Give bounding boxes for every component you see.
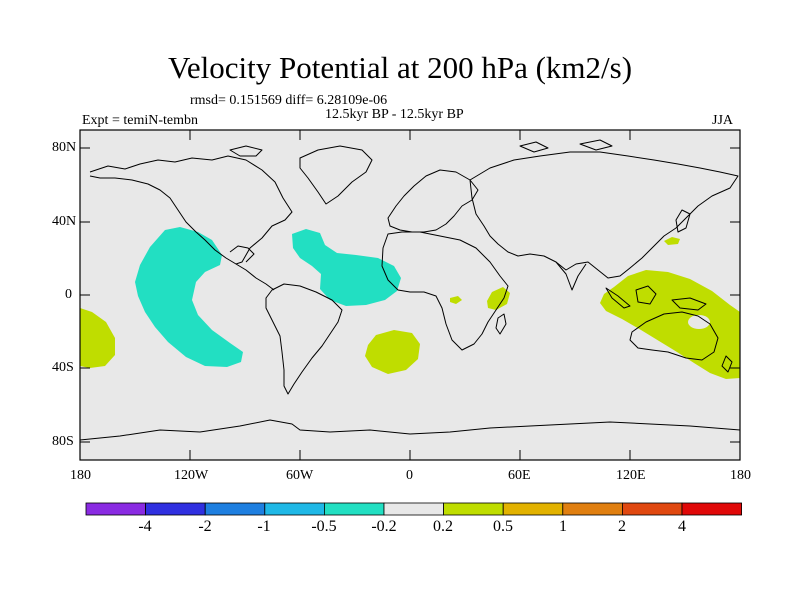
- colorbar-label-1: 1: [559, 518, 567, 535]
- lon-label-120e: 120E: [616, 468, 646, 483]
- region-atlantic: [292, 229, 401, 306]
- colorbar-box-9: [622, 502, 683, 516]
- colorbar-box-1: [145, 502, 206, 516]
- experiment-label: Expt = temiN-tembn: [82, 113, 198, 128]
- coast-japan: [675, 209, 691, 233]
- region-south-atlantic: [365, 330, 420, 374]
- lat-label-80n: 80N: [52, 140, 77, 155]
- coast-africa: [381, 231, 509, 351]
- colorbar-box-4: [323, 502, 385, 516]
- region-west-pacific-blob: [664, 237, 680, 245]
- map-title: Velocity Potential at 200 hPa (km2/s): [167, 50, 633, 85]
- region-east-africa: [487, 287, 510, 310]
- colorbar-label-2: 2: [618, 518, 626, 535]
- colorbar-label-05: 0.5: [493, 518, 513, 535]
- coast-sumatra: [605, 287, 631, 309]
- colorbar-box-2: [204, 502, 266, 516]
- coast-new-zealand: [721, 355, 733, 373]
- coast-north-america: [89, 155, 293, 265]
- lon-label-180w: 180: [70, 468, 91, 483]
- coast-australia: [629, 311, 719, 361]
- coast-india: [555, 261, 587, 291]
- colorbar-box-7: [502, 502, 564, 516]
- region-west-africa-blob: [450, 296, 462, 304]
- coast-greenland: [299, 145, 373, 205]
- colorbar-box-6: [443, 502, 504, 516]
- colorbar-label-neg2: -2: [198, 518, 212, 535]
- colorbar-label-02: 0.2: [433, 518, 453, 535]
- colorbar-label-neg1: -1: [257, 518, 271, 535]
- region-dateline-pacific: [80, 308, 115, 368]
- colorbar-box-8: [562, 502, 623, 516]
- colorbar: [85, 502, 742, 516]
- coast-borneo: [635, 285, 657, 305]
- lat-label-40n: 40N: [52, 214, 77, 229]
- colorbar-box-5: [383, 502, 444, 516]
- coast-gulf: [229, 245, 255, 263]
- colorbar-label-neg4: -4: [138, 518, 152, 535]
- lon-ticks: [79, 130, 741, 460]
- period-label: 12.5kyr BP - 12.5kyr BP: [325, 107, 464, 122]
- lat-label-40s: 40S: [52, 360, 74, 375]
- coast-asia: [469, 151, 739, 279]
- stats-text: rmsd= 0.151569 diff= 6.28109e-06: [190, 93, 388, 108]
- lon-label-180e: 180: [730, 468, 751, 483]
- colorbar-label-4: 4: [678, 518, 686, 535]
- lat-label-80s: 80S: [52, 434, 74, 449]
- lon-label-120w: 120W: [174, 468, 209, 483]
- season-label: JJA: [712, 113, 734, 128]
- colorbar-label-neg02: -0.2: [371, 518, 397, 535]
- lat-label-0: 0: [65, 287, 72, 302]
- positive-anomaly-regions: [80, 237, 740, 379]
- colorbar-box-10: [681, 502, 742, 516]
- coast-new-guinea: [671, 297, 707, 311]
- colorbar-label-neg05: -0.5: [311, 518, 337, 535]
- negative-anomaly-regions: [135, 227, 401, 367]
- colorbar-box-3: [264, 502, 325, 516]
- lat-ticks: [80, 147, 740, 443]
- region-east-pacific: [135, 227, 243, 367]
- coast-south-america: [265, 283, 343, 395]
- coast-arctic-islands: [229, 139, 613, 157]
- colorbar-box-0: [85, 502, 146, 516]
- lon-label-0: 0: [406, 468, 413, 483]
- coast-central-america: [235, 263, 275, 291]
- coastlines: [79, 139, 741, 441]
- coast-madagascar: [495, 313, 507, 335]
- region-maritime-australia: [600, 270, 740, 379]
- coast-antarctica: [79, 419, 741, 441]
- lon-label-60w: 60W: [286, 468, 314, 483]
- region-australia-hole: [688, 315, 710, 329]
- lon-label-60e: 60E: [508, 468, 531, 483]
